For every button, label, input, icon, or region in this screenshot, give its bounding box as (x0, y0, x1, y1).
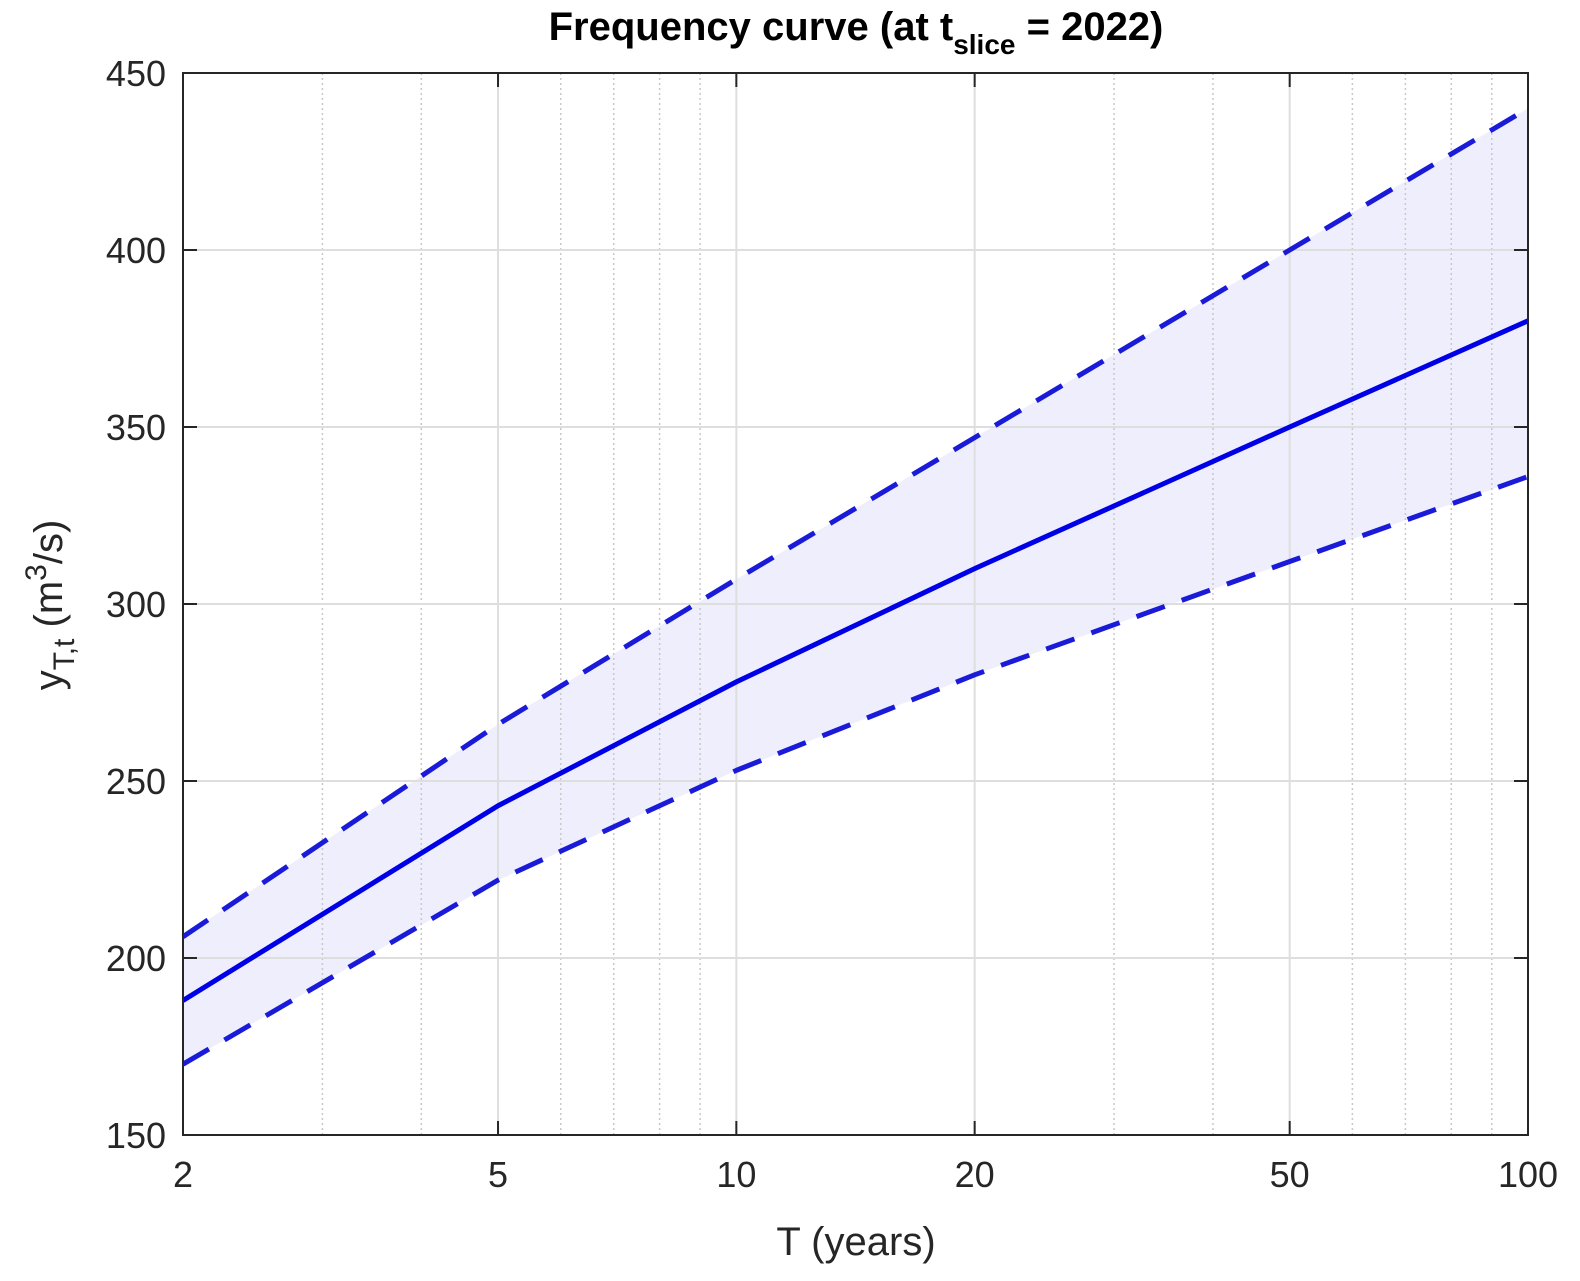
y-tick-label: 150 (106, 1115, 166, 1156)
x-tick-label: 20 (955, 1154, 995, 1195)
y-tick-label: 400 (106, 230, 166, 271)
x-tick-label: 50 (1270, 1154, 1310, 1195)
series-line-upper-bound (181, 106, 1530, 939)
y-axis-label: yT,t (m3/s) (20, 520, 81, 691)
series-line-lower-bound (181, 474, 1529, 1067)
y-tick-label: 300 (106, 584, 166, 625)
x-tick-label: 2 (173, 1154, 193, 1195)
chart-title: Frequency curve (at tslice = 2022) (549, 5, 1164, 60)
x-tick-label: 10 (716, 1154, 756, 1195)
x-tick-label: 100 (1498, 1154, 1558, 1195)
y-tick-label: 350 (106, 407, 166, 448)
y-tick-label: 250 (106, 761, 166, 802)
y-tick-label: 200 (106, 938, 166, 979)
x-tick-label: 5 (488, 1154, 508, 1195)
y-tick-label: 450 (106, 53, 166, 94)
series-line-estimate (181, 318, 1530, 1003)
confidence-band (183, 108, 1528, 1065)
x-axis-label: T (years) (776, 1220, 935, 1264)
